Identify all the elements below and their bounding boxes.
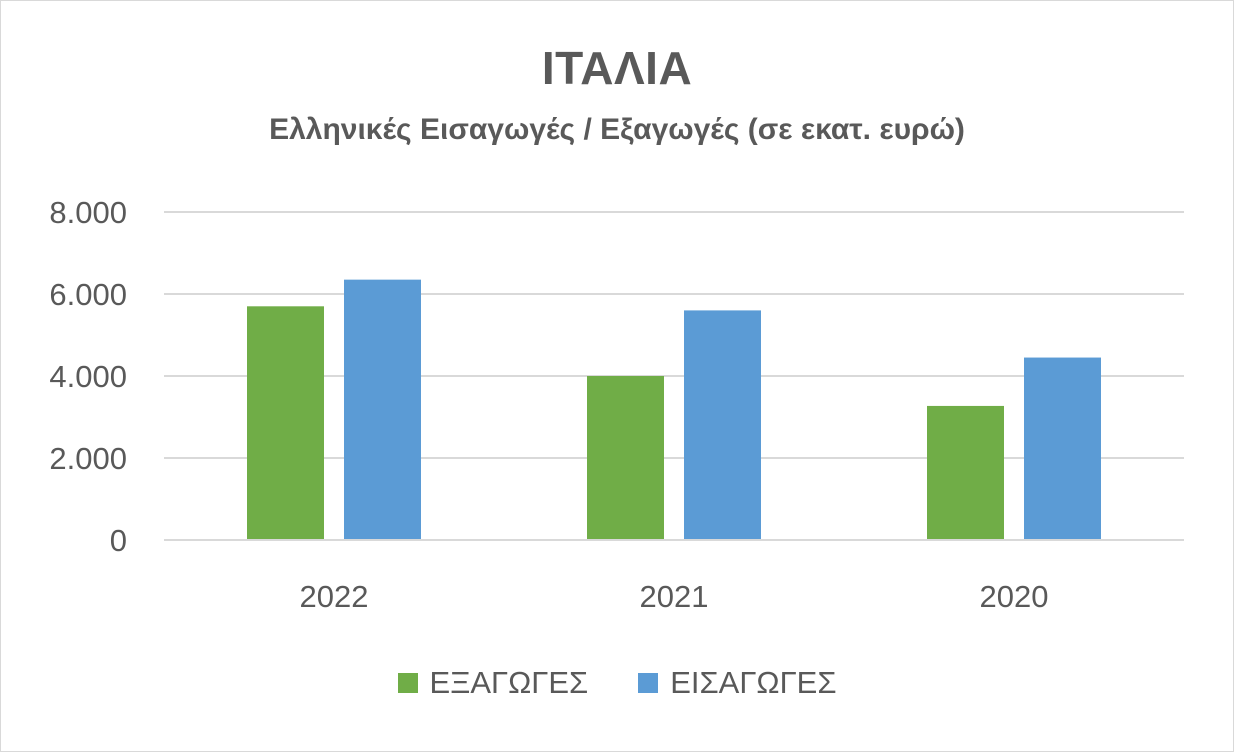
y-tick-label: 0 bbox=[110, 523, 127, 558]
bar-exports-2020 bbox=[927, 405, 1004, 540]
bar-imports-2020 bbox=[1024, 357, 1101, 540]
bar-exports-2022 bbox=[247, 306, 324, 540]
x-tick-label: 2021 bbox=[640, 579, 709, 614]
legend-swatch-exports bbox=[397, 673, 418, 693]
y-tick-label: 4.000 bbox=[49, 359, 127, 394]
y-tick-label: 6.000 bbox=[49, 277, 127, 312]
x-tick-label: 2022 bbox=[300, 579, 369, 614]
y-tick-label: 8.000 bbox=[49, 195, 127, 230]
y-tick-label: 2.000 bbox=[49, 441, 127, 476]
chart-title: ΙΤΑΛΙΑ bbox=[541, 42, 693, 94]
chart-subtitle: Ελληνικές Εισαγωγές / Εξαγωγές (σε εκατ.… bbox=[269, 113, 965, 146]
x-tick-label: 2020 bbox=[980, 579, 1049, 614]
bar-imports-2022 bbox=[344, 279, 421, 540]
bar-exports-2021 bbox=[587, 376, 664, 540]
legend-item-exports: ΕΞΑΓΩΓΕΣ bbox=[397, 665, 589, 701]
legend-item-imports: ΕΙΣΑΓΩΓΕΣ bbox=[638, 665, 836, 701]
bar-imports-2021 bbox=[684, 310, 761, 540]
legend-swatch-imports bbox=[638, 673, 659, 693]
legend-label-exports: ΕΞΑΓΩΓΕΣ bbox=[429, 665, 589, 700]
legend-label-imports: ΕΙΣΑΓΩΓΕΣ bbox=[670, 665, 837, 700]
legend: ΕΞΑΓΩΓΕΣ ΕΙΣΑΓΩΓΕΣ bbox=[1, 665, 1233, 701]
